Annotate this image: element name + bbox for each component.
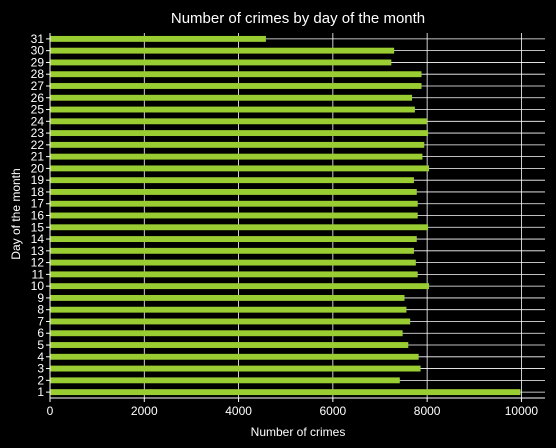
y-tick-label: 25 — [31, 103, 45, 117]
x-tick-label: 8000 — [414, 404, 441, 418]
x-axis-label: Number of crimes — [251, 425, 346, 439]
bar-day-30 — [50, 47, 395, 54]
bar-day-19 — [50, 177, 414, 184]
y-tick-label: 20 — [31, 161, 45, 175]
y-tick-label: 2 — [37, 373, 44, 387]
y-tick-label: 23 — [31, 126, 45, 140]
bar-day-3 — [50, 365, 421, 372]
bar-day-6 — [50, 330, 403, 337]
bar-day-23 — [50, 130, 429, 137]
bar-day-11 — [50, 271, 418, 278]
bar-day-9 — [50, 294, 405, 301]
y-tick-label: 3 — [37, 362, 44, 376]
y-tick-label: 26 — [31, 91, 45, 105]
y-tick-label: 16 — [31, 209, 45, 223]
y-tick-label: 4 — [37, 350, 44, 364]
y-tick-label: 8 — [37, 303, 44, 317]
bar-day-21 — [50, 153, 423, 160]
y-tick-label: 24 — [31, 114, 45, 128]
y-tick-label: 29 — [31, 55, 45, 69]
y-tick-label: 18 — [31, 185, 45, 199]
x-tick-label: 2000 — [131, 404, 158, 418]
bar-day-1 — [50, 389, 521, 396]
chart-title: Number of crimes by day of the month — [171, 10, 425, 27]
x-tick-labels: 0 2000 4000 6000 8000 10000 — [47, 398, 539, 418]
bar-day-18 — [50, 189, 417, 195]
bar-day-28 — [50, 71, 422, 78]
bar-day-22 — [50, 141, 425, 148]
bar-day-7 — [50, 318, 411, 325]
bar-day-5 — [50, 342, 409, 348]
bar-day-25 — [50, 106, 415, 113]
bar-day-15 — [50, 224, 429, 231]
y-tick-label: 11 — [32, 267, 45, 281]
y-tick-label: 21 — [31, 150, 45, 164]
y-tick-label: 31 — [31, 32, 45, 46]
y-tick-label: 12 — [31, 256, 45, 270]
bar-day-26 — [50, 94, 413, 101]
bar-day-10 — [50, 283, 430, 290]
bar-day-2 — [50, 377, 400, 384]
bar-day-31 — [50, 35, 266, 42]
y-tick-label: 1 — [37, 385, 44, 399]
x-tick-label: 0 — [47, 404, 54, 418]
y-tick-label: 13 — [31, 244, 45, 258]
y-tick-label: 19 — [31, 173, 45, 187]
y-tick-label: 5 — [37, 338, 44, 352]
y-tick-labels: 1234567891011121314151617181920212223242… — [31, 32, 50, 399]
bar-day-17 — [50, 200, 418, 207]
bar-day-16 — [50, 212, 418, 219]
y-tick-label: 15 — [31, 220, 45, 234]
bar-day-29 — [50, 59, 392, 66]
y-tick-label: 6 — [37, 326, 44, 340]
y-tick-label: 30 — [31, 44, 45, 58]
bar-day-12 — [50, 259, 416, 266]
y-tick-label: 22 — [31, 138, 45, 152]
x-tick-label: 6000 — [320, 404, 347, 418]
y-tick-label: 14 — [31, 232, 45, 246]
y-tick-label: 9 — [37, 291, 44, 305]
bar-day-8 — [50, 306, 407, 313]
bar-day-27 — [50, 83, 422, 89]
y-tick-label: 17 — [31, 197, 45, 211]
bar-day-13 — [50, 247, 414, 254]
x-tick-label: 10000 — [505, 404, 539, 418]
bars — [50, 35, 521, 396]
y-axis-label: Day of the month — [9, 168, 23, 259]
bar-day-4 — [50, 353, 419, 360]
y-tick-label: 28 — [31, 67, 45, 81]
y-tick-label: 7 — [37, 314, 44, 328]
bar-day-20 — [50, 165, 430, 172]
x-tick-label: 4000 — [225, 404, 252, 418]
bar-day-14 — [50, 236, 417, 242]
y-tick-label: 27 — [31, 79, 45, 93]
bar-day-24 — [50, 118, 428, 125]
y-tick-label: 10 — [31, 279, 45, 293]
